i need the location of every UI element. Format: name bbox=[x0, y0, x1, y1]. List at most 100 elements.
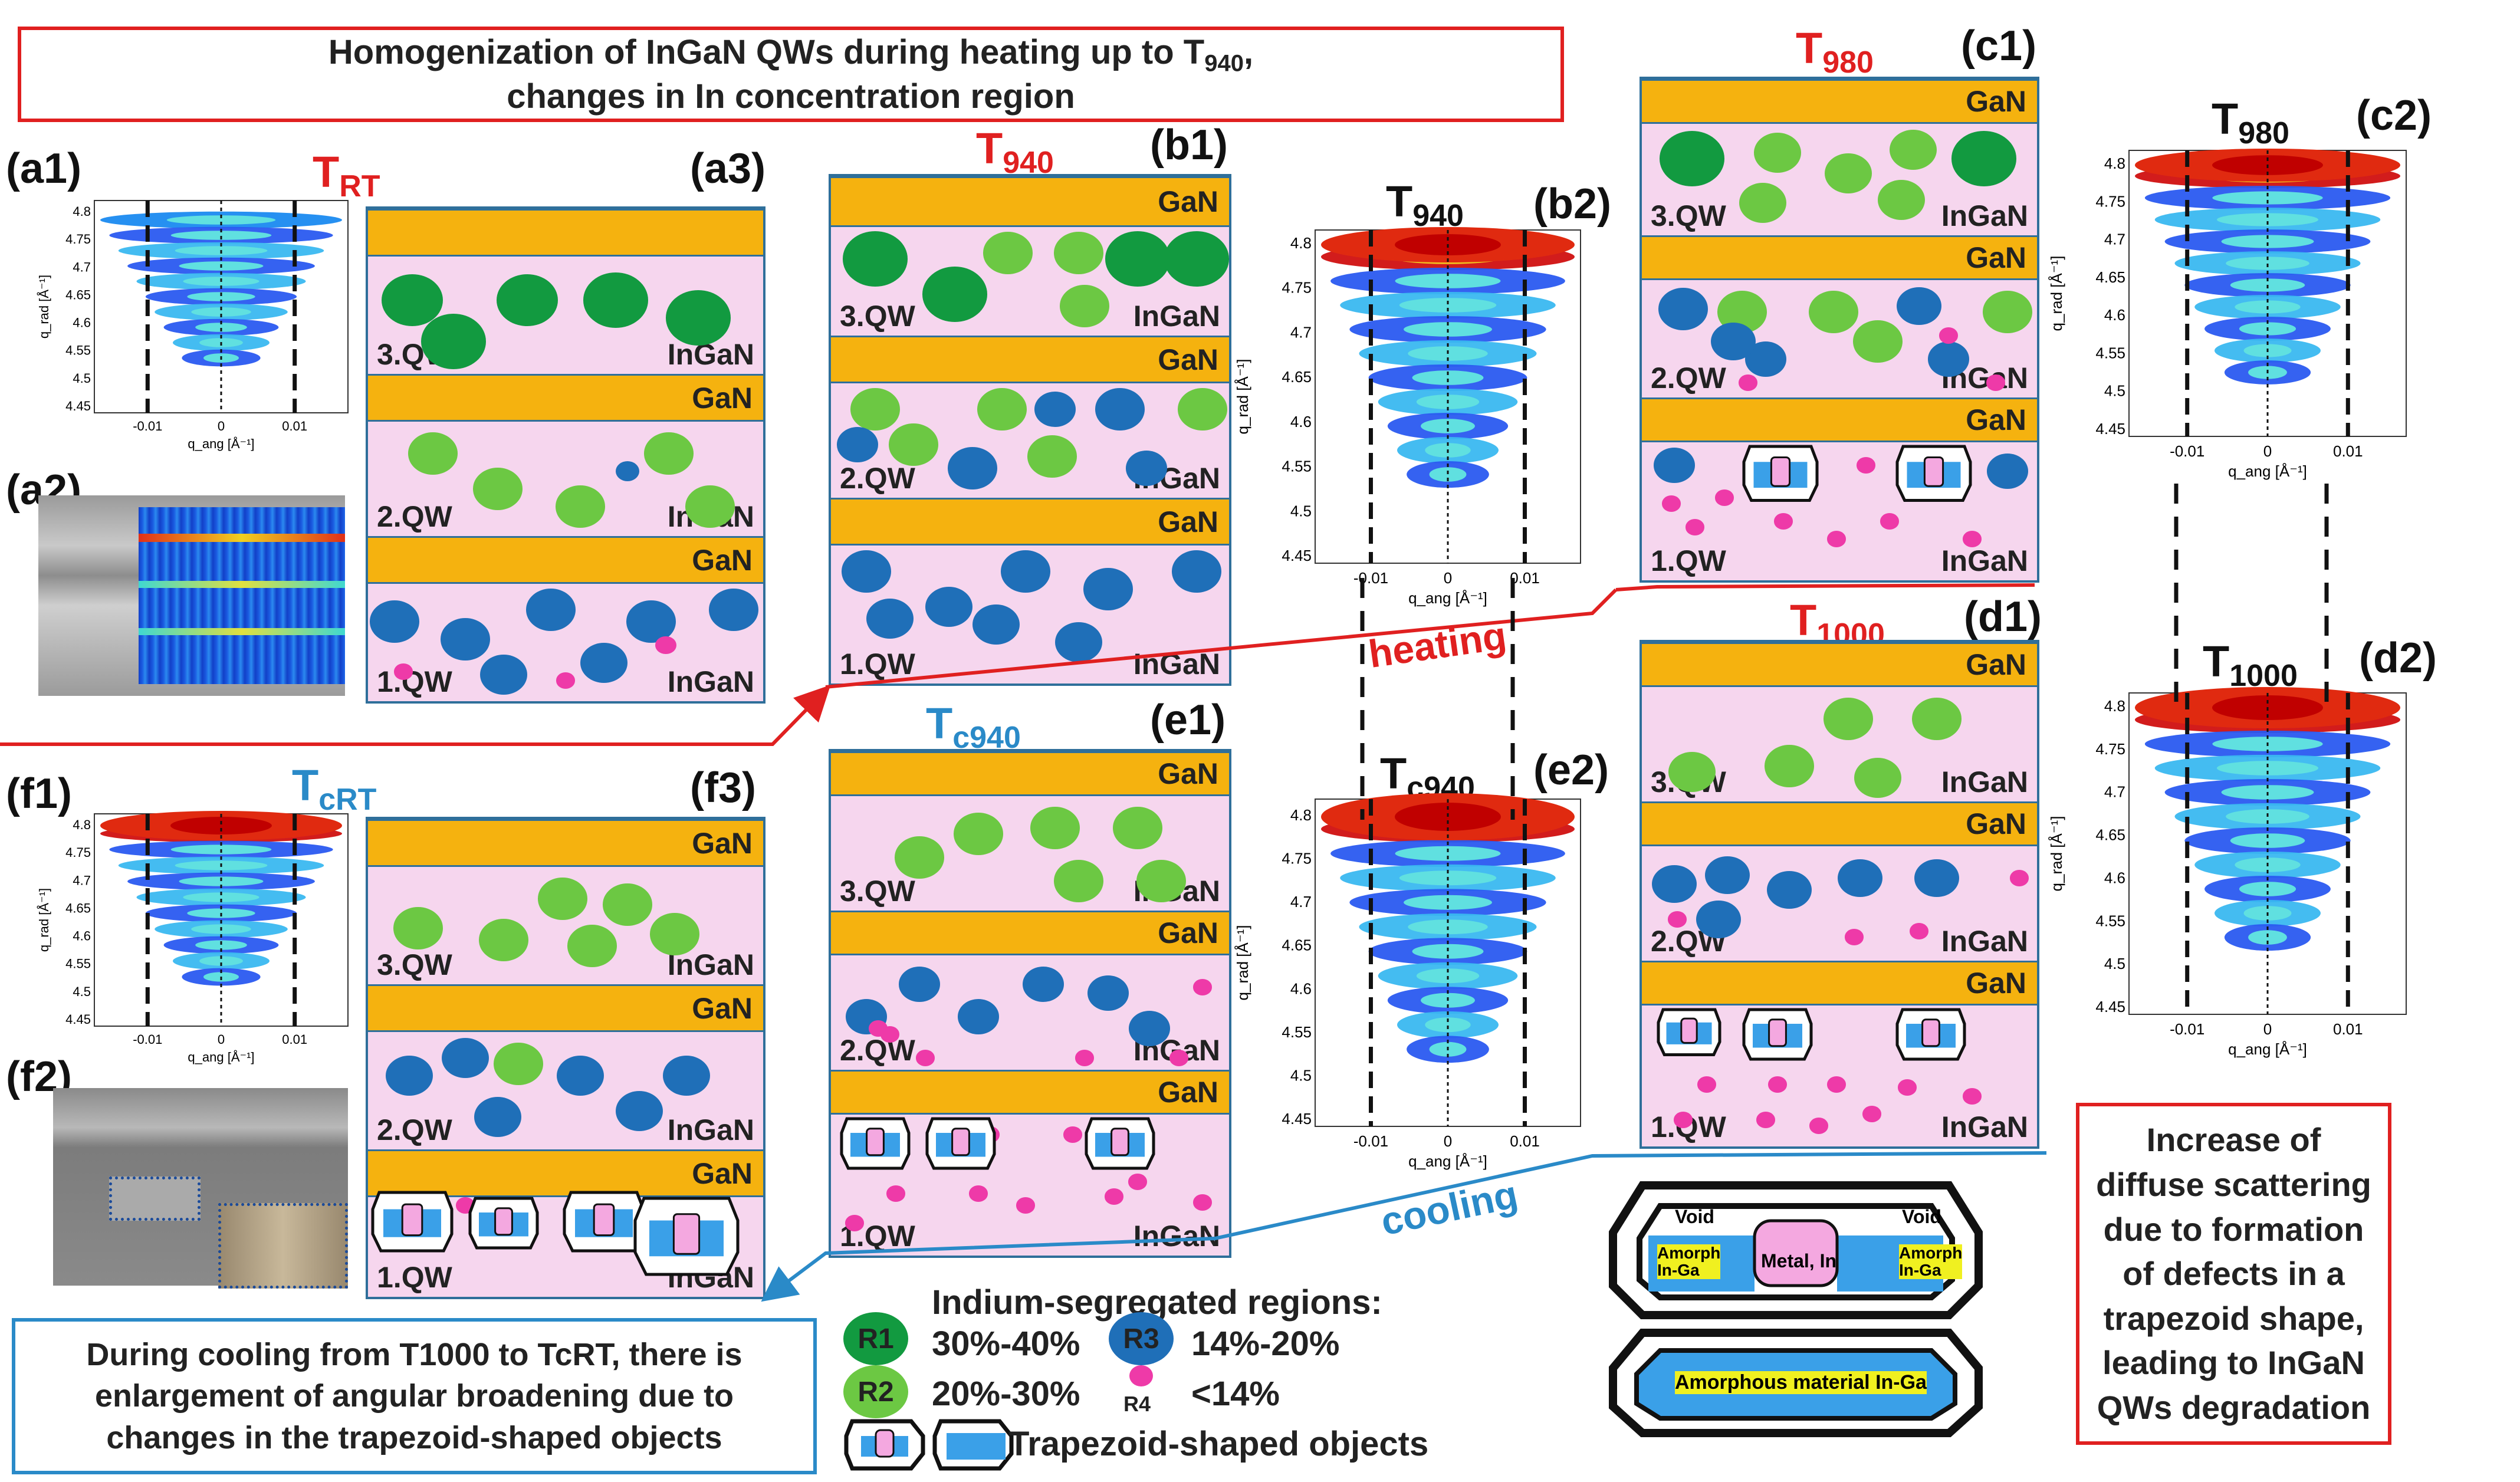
y-tick: 4.8 bbox=[1290, 806, 1312, 824]
region-dot bbox=[538, 878, 587, 920]
region-dot bbox=[1825, 153, 1872, 193]
label-b2: (b2) bbox=[1533, 180, 1611, 228]
x-tick: 0 bbox=[2263, 1020, 2272, 1038]
region-dot bbox=[394, 663, 413, 680]
y-tick: 4.6 bbox=[2104, 869, 2125, 886]
region-dot bbox=[1928, 341, 1969, 377]
region-dot bbox=[1668, 752, 1716, 792]
legend-trap-label: Trapezoid-shaped objects bbox=[1008, 1425, 1429, 1463]
note-cooling-box: During cooling from T1000 to TcRT, there… bbox=[12, 1318, 817, 1474]
gan-label: GaN bbox=[1966, 403, 2026, 436]
region-dot bbox=[1060, 285, 1109, 327]
gan-label: GaN bbox=[692, 1156, 753, 1190]
region-dot bbox=[644, 432, 694, 475]
legend-r1-range: 30%-40% bbox=[932, 1325, 1080, 1363]
gan-label: GaN bbox=[1966, 807, 2026, 840]
region-dot bbox=[497, 274, 558, 327]
gan-layer: GaN bbox=[1642, 961, 2037, 1005]
region-dot bbox=[895, 836, 944, 879]
region-dot bbox=[479, 919, 528, 961]
region-dot bbox=[869, 1020, 888, 1037]
x-tick: 0.01 bbox=[282, 419, 307, 433]
x-tick: 0 bbox=[1444, 569, 1452, 587]
region-dot bbox=[842, 550, 891, 593]
region-dot bbox=[1696, 900, 1741, 939]
region-dot bbox=[1654, 448, 1695, 483]
temp-940-b1: T940 bbox=[976, 124, 1054, 180]
region-dot bbox=[843, 231, 908, 287]
region-dot bbox=[382, 274, 443, 327]
region-dot bbox=[1827, 531, 1846, 547]
y-tick: 4.7 bbox=[73, 259, 91, 274]
label-a1: (a1) bbox=[6, 145, 82, 192]
x-axis-label: q_ang [Å⁻¹] bbox=[1408, 1152, 1487, 1170]
y-tick: 4.45 bbox=[2095, 420, 2125, 438]
y-axis-label: q_rad [Å⁻¹] bbox=[2048, 816, 2065, 892]
gan-layer bbox=[368, 209, 763, 257]
x-tick: -0.01 bbox=[1353, 1132, 1388, 1150]
label-e2: (e2) bbox=[1533, 747, 1609, 794]
label-c2: (c2) bbox=[2356, 92, 2432, 139]
qw-label: 1.QW bbox=[377, 665, 452, 698]
stack-b1: GaN 3.QW InGaN GaN 2.QW InGaN GaN 1.QW InGaN bbox=[829, 174, 1231, 686]
region-dot bbox=[1754, 133, 1801, 173]
qw-label: 3.QW bbox=[840, 300, 915, 333]
region-dot bbox=[666, 290, 731, 346]
scattering-map-a2 bbox=[139, 507, 345, 684]
gan-layer: GaN bbox=[1642, 801, 2037, 846]
metal-in-label: Metal, In bbox=[1760, 1250, 1836, 1271]
region-dot bbox=[393, 907, 443, 949]
gan-layer: GaN bbox=[831, 751, 1229, 796]
region-dot bbox=[850, 388, 900, 431]
y-tick: 4.7 bbox=[2104, 783, 2125, 801]
cooling-label: cooling bbox=[1376, 1172, 1522, 1244]
header-line2: changes in In concentration region bbox=[507, 77, 1075, 116]
y-tick: 4.45 bbox=[1282, 1110, 1312, 1128]
y-tick: 4.75 bbox=[65, 845, 91, 860]
region-dot bbox=[480, 655, 527, 695]
region-dot bbox=[1910, 923, 1928, 939]
region-dot bbox=[1767, 870, 1812, 909]
y-tick: 4.55 bbox=[65, 343, 91, 358]
y-tick: 4.6 bbox=[1290, 413, 1312, 431]
region-dot bbox=[983, 232, 1033, 274]
region-dot bbox=[1774, 513, 1793, 530]
x-tick: 0.01 bbox=[282, 1032, 307, 1047]
region-dot bbox=[948, 447, 997, 489]
region-dot bbox=[1001, 550, 1050, 593]
region-dot bbox=[1768, 1076, 1787, 1093]
y-tick: 4.7 bbox=[1290, 893, 1312, 911]
trapezoid-object bbox=[633, 1197, 740, 1276]
region-dot bbox=[866, 599, 914, 639]
y-axis-label: q_rad [Å⁻¹] bbox=[1234, 925, 1251, 1001]
gan-label: GaN bbox=[1158, 343, 1218, 376]
temp-940-b2: T940 bbox=[1386, 177, 1464, 233]
region-dot bbox=[1075, 1050, 1094, 1066]
amorphous-material-label: Amorphous material In-Ga bbox=[1675, 1371, 1927, 1394]
amorph-right: Amorph In-Ga bbox=[1899, 1244, 1963, 1280]
ingan-label: InGaN bbox=[667, 1113, 754, 1146]
region-dot bbox=[685, 485, 735, 528]
stack-c1: GaN 3.QW InGaN GaN 2.QW InGaN GaN 1.QW InGaN bbox=[1640, 77, 2039, 583]
y-tick: 4.75 bbox=[1282, 279, 1312, 297]
x-tick: -0.01 bbox=[2170, 1020, 2204, 1038]
ingan-label: InGaN bbox=[1941, 925, 2028, 958]
region-dot bbox=[1939, 327, 1958, 344]
region-dot bbox=[1129, 1011, 1170, 1046]
region-dot bbox=[1034, 392, 1076, 427]
legend-r2: R2 bbox=[843, 1365, 908, 1418]
y-tick: 4.6 bbox=[2104, 306, 2125, 324]
region-dot bbox=[1658, 288, 1708, 330]
region-dot bbox=[557, 1056, 604, 1096]
qw-label: 2.QW bbox=[840, 462, 915, 495]
region-dot bbox=[616, 461, 639, 481]
label-b1: (b1) bbox=[1150, 121, 1228, 169]
y-tick: 4.6 bbox=[1290, 980, 1312, 997]
header-box: Homogenization of InGaN QWs during heati… bbox=[18, 27, 1564, 122]
x-axis-label: q_ang [Å⁻¹] bbox=[188, 1050, 254, 1064]
region-dot bbox=[442, 1038, 489, 1078]
region-dot bbox=[1983, 291, 2032, 333]
region-dot bbox=[386, 1056, 433, 1096]
gan-label: GaN bbox=[1158, 505, 1218, 538]
region-dot bbox=[1193, 979, 1212, 995]
